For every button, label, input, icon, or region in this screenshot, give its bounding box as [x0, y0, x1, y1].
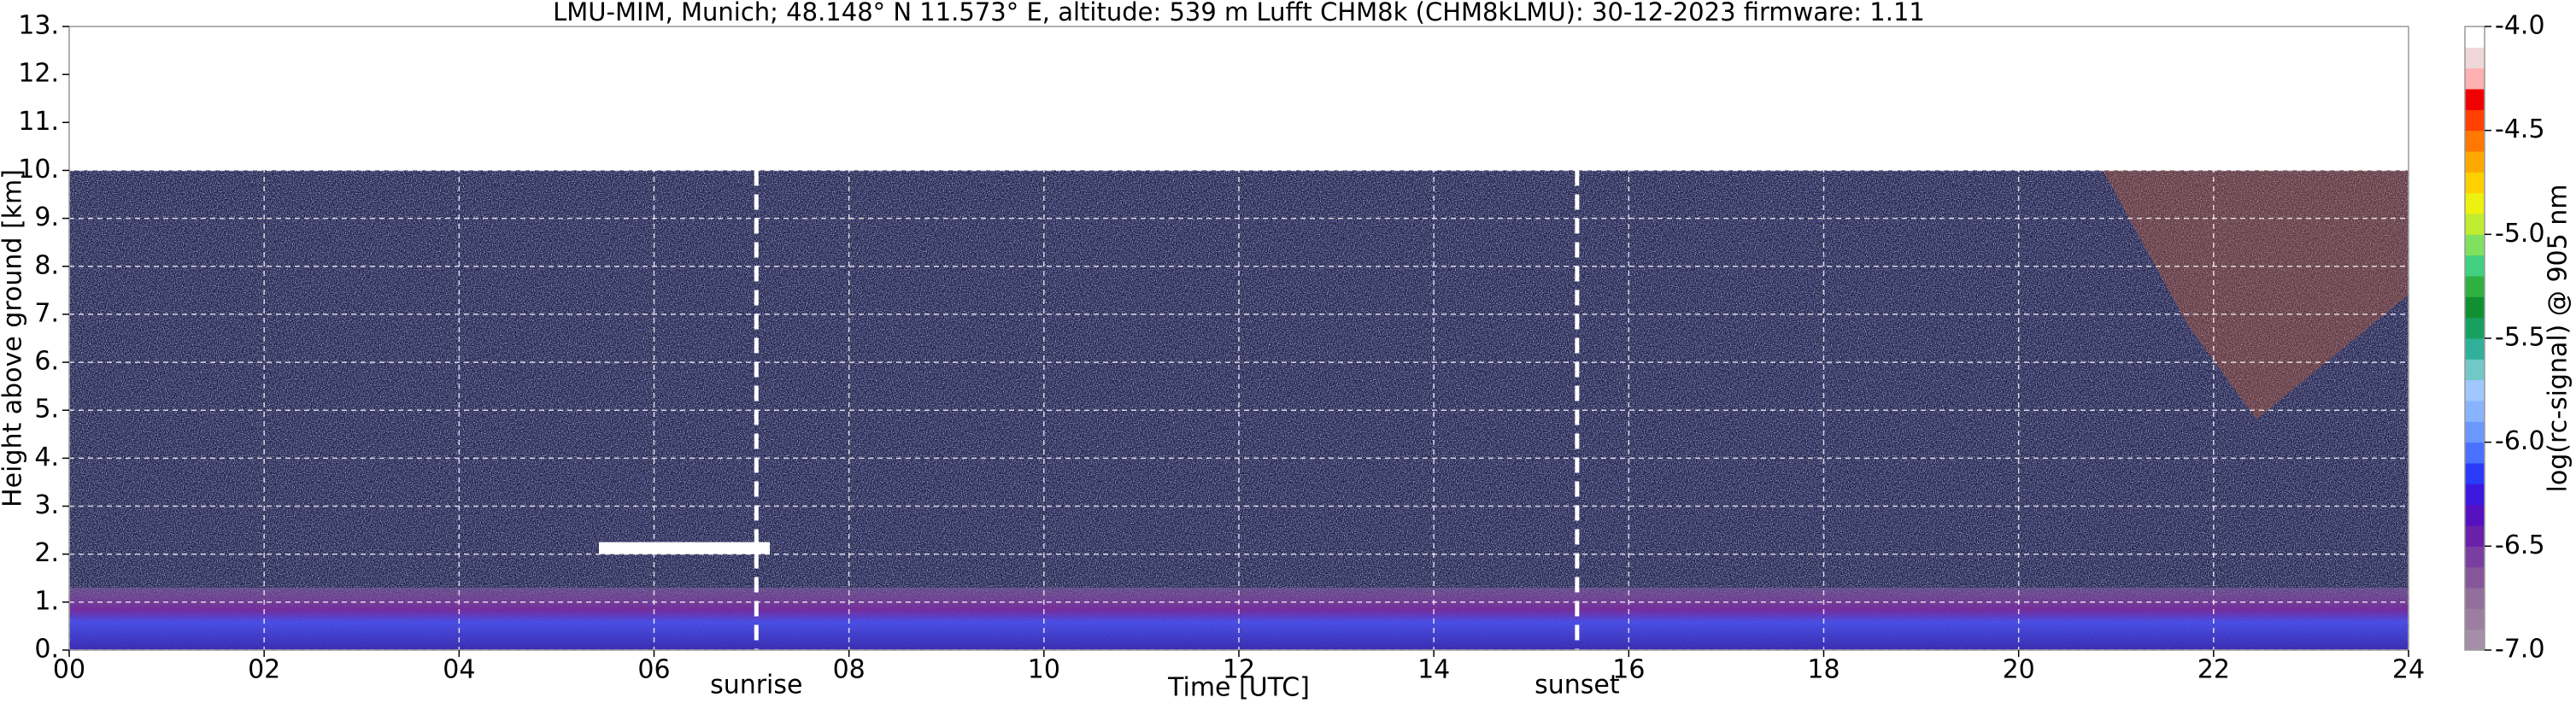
colorbar-swatch — [2465, 296, 2485, 319]
colorbar-tick-label: -5.0 — [2495, 219, 2545, 249]
y-tick-label: 13. — [18, 11, 59, 41]
colorbar-swatch — [2465, 608, 2485, 630]
colorbar-swatch — [2465, 379, 2485, 401]
colorbar-swatch — [2465, 255, 2485, 277]
colorbar-swatch — [2465, 47, 2485, 69]
y-tick-label: 9. — [34, 202, 59, 232]
colorbar-swatch — [2465, 67, 2485, 90]
x-tick-label: 20 — [2003, 655, 2035, 685]
x-tick-label: 00 — [53, 655, 85, 685]
x-tick-label: 22 — [2198, 655, 2230, 685]
x-tick-label: 04 — [443, 655, 475, 685]
colorbar-swatch — [2465, 192, 2485, 214]
y-tick-label: 11. — [18, 107, 59, 137]
annotation-label: sunrise — [710, 671, 802, 700]
colorbar-swatch — [2465, 463, 2485, 484]
colorbar-tick-label: -5.5 — [2495, 323, 2545, 353]
x-tick-label: 18 — [1807, 655, 1840, 685]
x-tick-label: 06 — [637, 655, 670, 685]
x-tick-label: 08 — [833, 655, 866, 685]
y-tick-label: 0. — [34, 635, 59, 665]
colorbar-label: log(rc-signal) @ 905 nm — [2544, 185, 2573, 493]
y-tick-label: 10. — [18, 155, 59, 185]
colorbar-swatch — [2465, 130, 2485, 152]
colorbar-swatch — [2465, 151, 2485, 173]
colorbar-swatch — [2465, 89, 2485, 110]
x-tick-label: 24 — [2392, 655, 2425, 685]
colorbar-swatch — [2465, 214, 2485, 235]
y-tick-label: 12. — [18, 59, 59, 89]
colorbar-swatch — [2465, 276, 2485, 297]
colorbar-tick-label: -7.0 — [2495, 635, 2545, 665]
colorbar-swatch — [2465, 546, 2485, 568]
colorbar-swatch — [2465, 26, 2485, 48]
x-tick-label: 14 — [1417, 655, 1450, 685]
y-tick-label: 7. — [34, 298, 59, 328]
cloud-layer — [599, 542, 770, 554]
colorbar-swatch — [2465, 504, 2485, 526]
x-tick-label: 12 — [1223, 655, 1255, 685]
colorbar-swatch — [2465, 442, 2485, 464]
colorbar-tick-label: -6.5 — [2495, 530, 2545, 560]
colorbar-swatch — [2465, 359, 2485, 381]
y-tick-label: 6. — [34, 347, 59, 377]
colorbar-swatch — [2465, 566, 2485, 589]
colorbar-swatch — [2465, 338, 2485, 360]
colorbar-swatch — [2465, 483, 2485, 506]
y-tick-label: 4. — [34, 442, 59, 472]
colorbar-tick-label: -4.0 — [2495, 11, 2545, 41]
chart-title: LMU-MIM, Munich; 48.148° N 11.573° E, al… — [553, 0, 1925, 26]
colorbar-swatch — [2465, 172, 2485, 194]
colorbar-tick-label: -4.5 — [2495, 114, 2545, 144]
x-tick-label: 16 — [1612, 655, 1645, 685]
x-tick-label: 10 — [1028, 655, 1060, 685]
y-tick-label: 2. — [34, 538, 59, 568]
cloud-band — [2103, 170, 2409, 419]
colorbar-swatch — [2465, 588, 2485, 609]
y-tick-label: 1. — [34, 586, 59, 616]
y-tick-label: 8. — [34, 250, 59, 280]
y-tick-label: 3. — [34, 490, 59, 520]
colorbar-tick-label: -6.0 — [2495, 426, 2545, 456]
colorbar-swatch — [2465, 109, 2485, 132]
colorbar-swatch — [2465, 525, 2485, 547]
colorbar-swatch — [2465, 401, 2485, 422]
x-tick-label: 02 — [248, 655, 280, 685]
y-tick-label: 5. — [34, 395, 59, 425]
x-axis-label: Time [UTC] — [1167, 673, 1310, 703]
y-axis-label: Height above ground [km] — [0, 169, 28, 507]
colorbar-swatch — [2465, 421, 2485, 443]
annotation-label: sunset — [1534, 671, 1620, 700]
colorbar-swatch — [2465, 629, 2485, 651]
colorbar-swatch — [2465, 234, 2485, 256]
colorbar-swatch — [2465, 317, 2485, 339]
